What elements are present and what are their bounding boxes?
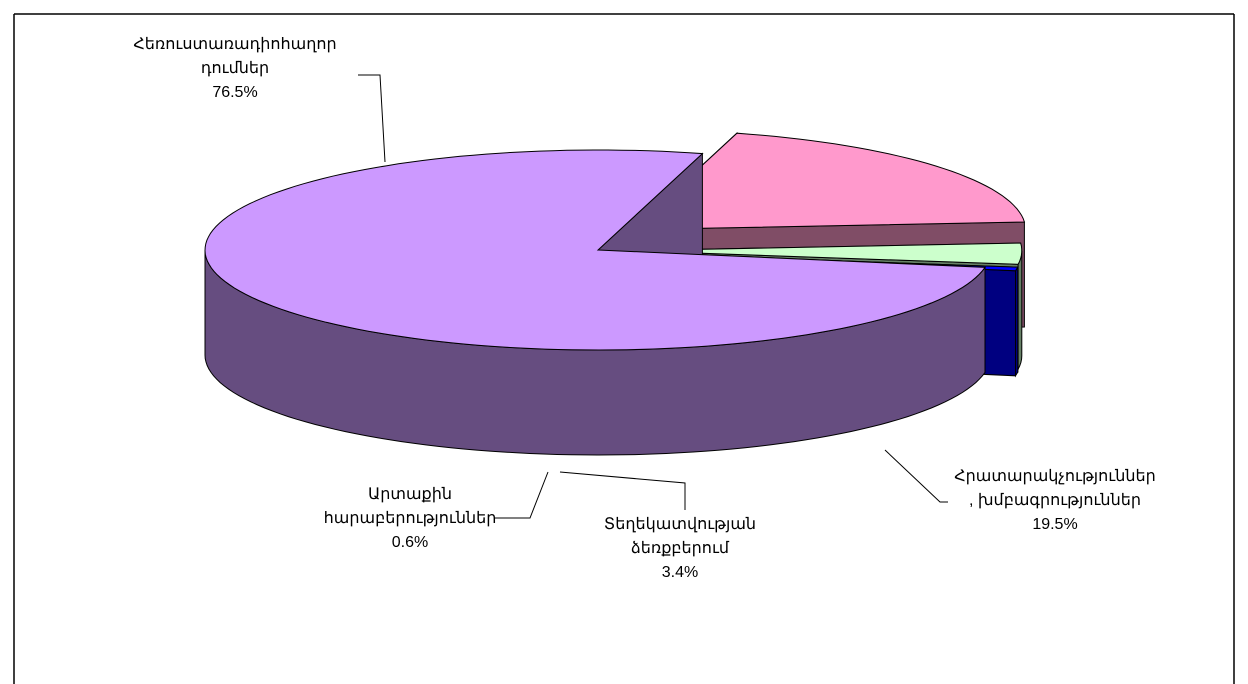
- category-label: Հրատարակչություններ , խմբագրություններ: [954, 468, 1156, 509]
- slice-side: [1015, 265, 1019, 378]
- value-label: 76.5%: [212, 84, 258, 101]
- value-label: 3.4%: [661, 564, 699, 581]
- slice: [631, 132, 1026, 231]
- leader-line: [358, 74, 386, 163]
- leader-line: [495, 471, 549, 519]
- data-label: Հրատարակչություններ , խմբագրություններ 19…: [954, 465, 1156, 537]
- data-label: Տեղեկատվության ձեռքբերում 3.4%: [604, 513, 756, 585]
- value-label: 19.5%: [1032, 516, 1078, 533]
- data-label: Հեռուստառադիոհաղոր դումներ 76.5%: [133, 33, 336, 105]
- data-label: Արտաքին հարաբերություններ 0.6%: [324, 483, 497, 555]
- category-label: Հեռուստառադիոհաղոր դումներ: [133, 36, 337, 77]
- slice-side: [1017, 250, 1023, 370]
- category-label: Արտաքին հարաբերություններ: [323, 486, 497, 527]
- leader-line: [884, 449, 948, 503]
- value-label: 0.6%: [391, 534, 429, 551]
- leader-line: [559, 471, 686, 510]
- slice: [628, 242, 1023, 265]
- slice: [204, 149, 986, 351]
- category-label: Տեղեկատվության ձեռքբերում: [603, 516, 757, 557]
